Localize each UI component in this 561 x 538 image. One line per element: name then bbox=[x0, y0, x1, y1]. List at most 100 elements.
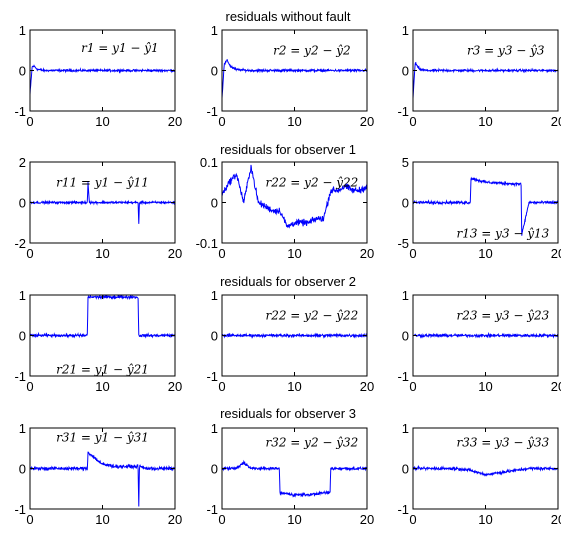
residual-annotation-1: r1 = y1 − ŷ1 bbox=[81, 41, 159, 55]
y-tick-label-9-2: 0 bbox=[402, 329, 409, 344]
x-tick-label-1-3: 20 bbox=[168, 114, 182, 129]
x-tick-label-6-1: 0 bbox=[409, 246, 416, 261]
residual-annotation-3: r3 = y3 − ŷ3 bbox=[467, 43, 545, 57]
y-tick-label-12-3: 1 bbox=[402, 421, 409, 436]
y-tick-label-1-2: 0 bbox=[19, 64, 26, 79]
x-tick-label-11-2: 10 bbox=[287, 512, 301, 527]
x-tick-label-11-1: 0 bbox=[218, 512, 225, 527]
y-tick-label-11-3: 1 bbox=[211, 421, 218, 436]
x-tick-label-7-1: 0 bbox=[26, 379, 33, 394]
y-tick-label-12-2: 0 bbox=[402, 462, 409, 477]
x-tick-label-12-3: 20 bbox=[551, 512, 561, 527]
row-title-3: residuals for observer 2 bbox=[220, 274, 356, 289]
x-tick-label-3-2: 10 bbox=[478, 114, 492, 129]
x-tick-label-12-2: 10 bbox=[478, 512, 492, 527]
x-tick-label-2-2: 10 bbox=[287, 114, 301, 129]
x-tick-label-8-1: 0 bbox=[218, 379, 225, 394]
x-tick-label-3-1: 0 bbox=[409, 114, 416, 129]
x-tick-label-10-3: 20 bbox=[168, 512, 182, 527]
y-tick-label-3-2: 0 bbox=[402, 64, 409, 79]
residual-annotation-4: r11 = y1 − ŷ11 bbox=[56, 175, 149, 189]
y-tick-label-2-1: -1 bbox=[206, 104, 218, 119]
residual-annotation-12: r33 = y3 − ŷ33 bbox=[456, 436, 549, 450]
y-tick-label-1-1: -1 bbox=[14, 104, 26, 119]
y-tick-label-4-3: 2 bbox=[19, 155, 26, 170]
y-tick-label-1-3: 1 bbox=[19, 23, 26, 38]
y-tick-label-2-3: 1 bbox=[211, 23, 218, 38]
y-tick-label-6-2: 0 bbox=[402, 196, 409, 211]
y-tick-label-5-3: 0.1 bbox=[200, 155, 218, 170]
series-line-4-1 bbox=[30, 182, 175, 224]
series-line-3-1 bbox=[413, 61, 558, 99]
x-tick-label-9-3: 20 bbox=[551, 379, 561, 394]
y-tick-label-8-1: -1 bbox=[206, 369, 218, 384]
series-line-7-1 bbox=[30, 295, 175, 339]
y-tick-label-7-1: -1 bbox=[14, 369, 26, 384]
x-tick-label-5-3: 20 bbox=[360, 246, 374, 261]
x-tick-label-6-2: 10 bbox=[478, 246, 492, 261]
residual-annotation-7: r21 = y1 − ŷ21 bbox=[56, 363, 149, 377]
series-line-12-1 bbox=[413, 464, 558, 477]
x-tick-label-5-2: 10 bbox=[287, 246, 301, 261]
y-tick-label-2-2: 0 bbox=[211, 64, 218, 79]
x-tick-label-2-1: 0 bbox=[218, 114, 225, 129]
y-tick-label-4-1: -2 bbox=[14, 236, 26, 251]
x-tick-label-4-1: 0 bbox=[26, 246, 33, 261]
series-line-5-1 bbox=[222, 164, 367, 229]
y-tick-label-6-3: 5 bbox=[402, 155, 409, 170]
x-tick-label-9-1: 0 bbox=[409, 379, 416, 394]
residual-annotation-11: r32 = y2 − ŷ32 bbox=[265, 436, 358, 450]
x-tick-label-6-3: 20 bbox=[551, 246, 561, 261]
residual-annotation-10: r31 = y1 − ŷ31 bbox=[56, 431, 149, 445]
row-title-1: residuals without fault bbox=[225, 9, 350, 24]
y-tick-label-6-1: -5 bbox=[397, 236, 409, 251]
y-tick-label-7-3: 1 bbox=[19, 288, 26, 303]
y-tick-label-9-3: 1 bbox=[402, 288, 409, 303]
y-tick-label-10-3: 1 bbox=[19, 421, 26, 436]
x-tick-label-1-2: 10 bbox=[95, 114, 109, 129]
series-line-11-1 bbox=[222, 459, 367, 498]
x-tick-label-2-3: 20 bbox=[360, 114, 374, 129]
y-tick-label-3-1: -1 bbox=[397, 104, 409, 119]
series-line-8-1 bbox=[222, 332, 367, 339]
residual-annotation-8: r22 = y2 − ŷ22 bbox=[265, 308, 358, 322]
y-tick-label-11-1: -1 bbox=[206, 502, 218, 517]
series-line-2-1 bbox=[222, 59, 367, 99]
x-tick-label-1-1: 0 bbox=[26, 114, 33, 129]
x-tick-label-4-2: 10 bbox=[95, 246, 109, 261]
x-tick-label-9-2: 10 bbox=[478, 379, 492, 394]
residual-annotation-5: r22 = y2 − ŷ22 bbox=[265, 175, 358, 189]
residual-annotation-6: r13 = y3 − ŷ13 bbox=[456, 226, 549, 240]
x-tick-label-12-1: 0 bbox=[409, 512, 416, 527]
residual-annotation-2: r2 = y2 − ŷ2 bbox=[273, 43, 351, 57]
row-title-2: residuals for observer 1 bbox=[220, 142, 356, 157]
y-tick-label-10-1: -1 bbox=[14, 502, 26, 517]
series-line-9-1 bbox=[413, 331, 558, 339]
row-title-4: residuals for observer 3 bbox=[220, 406, 356, 421]
x-tick-label-10-2: 10 bbox=[95, 512, 109, 527]
x-tick-label-11-3: 20 bbox=[360, 512, 374, 527]
y-tick-label-3-3: 1 bbox=[402, 23, 409, 38]
y-tick-label-10-2: 0 bbox=[19, 462, 26, 477]
x-tick-label-4-3: 20 bbox=[168, 246, 182, 261]
x-tick-label-5-1: 0 bbox=[218, 246, 225, 261]
x-tick-label-7-3: 20 bbox=[168, 379, 182, 394]
y-tick-label-9-1: -1 bbox=[397, 369, 409, 384]
y-tick-label-5-1: -0.1 bbox=[196, 236, 218, 251]
residual-annotation-9: r23 = y3 − ŷ23 bbox=[456, 308, 549, 322]
x-tick-label-8-3: 20 bbox=[360, 379, 374, 394]
series-line-10-1 bbox=[30, 451, 175, 507]
x-tick-label-8-2: 10 bbox=[287, 379, 301, 394]
y-tick-label-4-2: 0 bbox=[19, 196, 26, 211]
series-line-6-1 bbox=[413, 176, 558, 236]
